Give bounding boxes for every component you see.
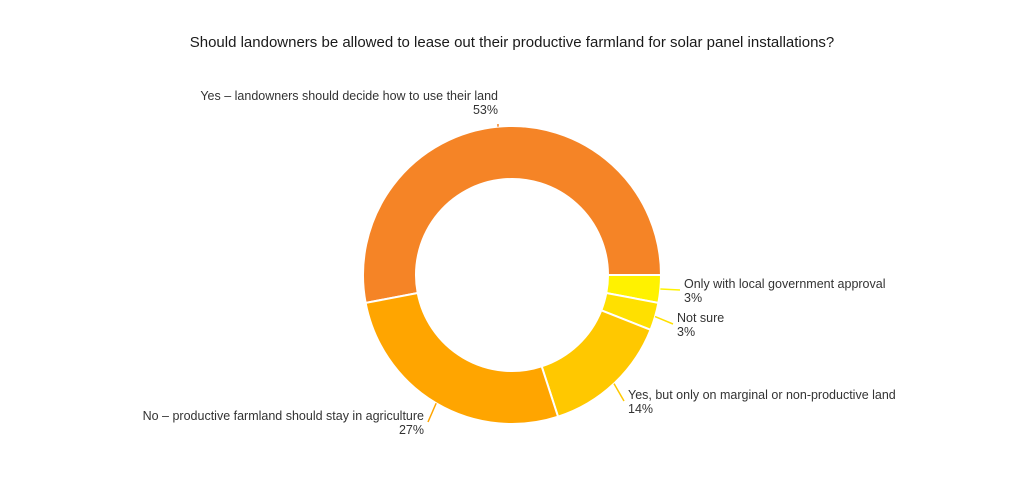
slice-value-2: 3% [684, 291, 702, 305]
donut-slice-5 [364, 291, 560, 425]
slice-value-4: 14% [628, 402, 653, 416]
donut-slice-1 [362, 125, 663, 305]
leader-line-5 [427, 402, 437, 423]
leader-line-4 [613, 383, 625, 402]
leader-line-3 [654, 315, 674, 325]
slice-label-3: Not sure [677, 311, 724, 325]
leader-line-2 [660, 288, 681, 291]
chart-title: Should landowners be allowed to lease ou… [189, 34, 835, 51]
slice-label-1: Yes – landowners should decide how to us… [200, 89, 498, 103]
slice-label-4: Yes, but only on marginal or non-product… [628, 388, 896, 402]
slice-value-5: 27% [399, 423, 424, 437]
slice-value-1: 53% [473, 103, 498, 117]
slice-label-5: No – productive farmland should stay in … [143, 409, 424, 423]
slice-label-2: Only with local government approval [684, 277, 886, 291]
slice-value-3: 3% [677, 325, 695, 339]
